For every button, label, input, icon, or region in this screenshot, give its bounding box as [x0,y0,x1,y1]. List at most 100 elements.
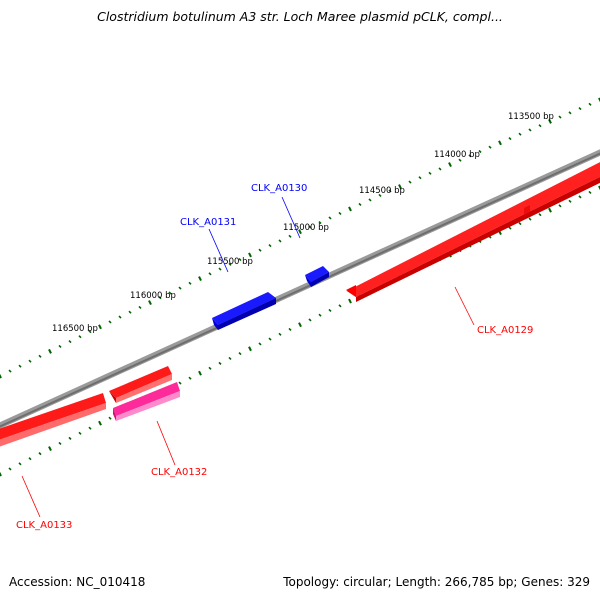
major-tick [0,471,2,477]
minor-tick [388,189,392,193]
major-tick [48,348,52,354]
gene-clk-a0131[interactable] [212,292,276,330]
minor-tick [228,356,232,361]
major-tick [348,206,352,212]
accession-label: Accession: [9,575,73,589]
gene-clk-a0130[interactable] [305,266,329,287]
major-tick [548,118,552,124]
ruler-label: 114500 bp [359,186,405,196]
minor-tick [8,369,12,373]
minor-tick [118,315,122,319]
major-tick [298,322,302,328]
minor-tick [18,462,22,466]
minor-tick [538,124,542,128]
minor-tick [88,330,92,334]
minor-tick [258,342,262,346]
major-tick [298,229,302,235]
major-tick [348,298,352,304]
minor-tick [528,128,532,132]
minor-tick [468,154,472,158]
minor-tick [588,102,592,106]
minor-tick [178,381,182,385]
minor-tick [488,145,492,149]
minor-tick [568,199,572,203]
gene-label-clk-a0130[interactable]: CLK_A0130 [251,183,307,194]
minor-tick [8,467,12,471]
minor-tick [28,457,32,461]
ruler-label: 116000 bp [130,291,176,301]
minor-tick [278,239,282,243]
major-tick [498,140,502,146]
minor-tick [18,364,22,368]
minor-tick [368,198,372,202]
minor-tick [258,248,262,252]
minor-tick [188,376,192,380]
genome-summary: Topology: circular; Length: 266,785 bp; … [283,575,590,589]
minor-tick [428,171,432,175]
minor-tick [218,267,222,271]
minor-tick [478,149,482,154]
minor-tick [288,234,292,238]
minor-tick [68,436,72,440]
topology-value: circular; [343,575,392,589]
major-tick [598,185,600,191]
major-tick [0,373,2,379]
minor-tick [518,132,522,136]
minor-tick [438,167,442,171]
minor-tick [578,106,582,111]
gene-clk-a0129[interactable] [346,157,600,302]
gene-clk-a0133[interactable] [0,366,172,450]
length-label: Length: [395,575,441,589]
accession-value: NC_010418 [76,575,146,589]
leader-line-clk-a0132 [156,420,176,466]
minor-tick [158,296,162,300]
minor-tick [178,286,182,290]
plasmid-backbone-shade [0,152,600,428]
minor-tick [58,441,62,446]
minor-tick [328,308,332,313]
minor-tick [68,339,72,344]
major-tick [98,324,102,330]
gene-label-clk-a0133[interactable]: CLK_A0133 [16,520,72,531]
major-tick [398,184,402,189]
genes-label: Genes: [521,575,564,589]
ruler-labels: 113500 bp 114000 bp 114500 bp 115000 bp … [52,112,554,334]
minor-tick [188,281,192,285]
major-tick [548,207,552,213]
minor-tick [88,426,92,430]
gene-label-clk-a0129[interactable]: CLK_A0129 [477,325,533,336]
minor-tick [308,318,312,322]
length-value: 266,785 bp; [444,575,518,589]
minor-tick [38,354,42,358]
minor-tick [538,213,542,217]
minor-tick [278,332,282,336]
ruler-label: 114000 bp [434,150,480,160]
minor-tick [138,305,142,309]
major-tick [198,370,202,376]
minor-tick [408,180,412,184]
accession-info: Accession: NC_010418 [9,575,145,589]
minor-tick [128,310,132,314]
major-tick [148,300,152,305]
minor-tick [268,337,272,341]
topology-label: Topology: [283,575,340,589]
minor-tick [328,216,332,220]
gene-label-clk-a0131[interactable]: CLK_A0131 [180,217,236,228]
minor-tick [338,304,342,308]
leader-line-clk-a0129 [454,286,475,326]
ruler-label: 116500 bp [52,324,98,334]
ruler-label: 115000 bp [283,223,329,233]
gene-label-clk-a0132[interactable]: CLK_A0132 [151,467,207,478]
minor-tick [338,211,342,216]
leader-line-clk-a0131 [208,228,229,273]
gene-clk-a0132[interactable] [113,382,180,421]
leader-line-clk-a0133 [21,475,41,518]
major-tick [598,97,600,103]
minor-tick [458,158,462,162]
minor-tick [418,176,422,180]
minor-tick [108,416,112,420]
leader-line-clk-a0130 [281,196,301,239]
minor-tick [578,195,582,199]
